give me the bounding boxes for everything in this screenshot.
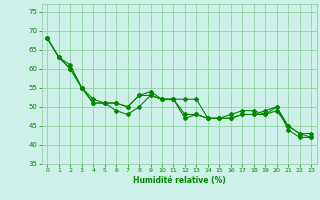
X-axis label: Humidité relative (%): Humidité relative (%) [133,176,226,185]
